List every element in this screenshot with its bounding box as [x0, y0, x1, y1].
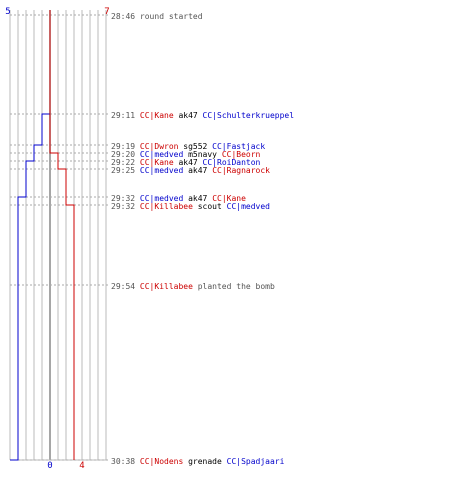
- ct-player-name: CC|Fastjack: [212, 142, 265, 151]
- event-time: 29:11: [111, 111, 135, 120]
- ct-player-name: CC|medved: [140, 150, 184, 159]
- event-time: 29:32: [111, 194, 135, 203]
- weapon-name: ak47: [183, 166, 212, 175]
- event-line: 29:11 CC|Kane ak47 CC|Schulterkrueppel: [111, 111, 294, 120]
- weapon-name: scout: [193, 202, 227, 211]
- event-time: 29:22: [111, 158, 135, 167]
- event-line: 29:32 CC|medved ak47 CC|Kane: [111, 194, 246, 203]
- ct-player-name: CC|medved: [140, 166, 184, 175]
- t-player-name: CC|Dwron: [140, 142, 179, 151]
- t-player-name: CC|Kane: [212, 194, 246, 203]
- event-line: 28:46 round started: [111, 12, 203, 21]
- event-line: 29:20 CC|medved m5navy CC|Beorn: [111, 150, 261, 159]
- weapon-name: sg552: [178, 142, 212, 151]
- t-player-name: CC|Nodens: [140, 457, 184, 466]
- t-alive-line: [49, 10, 75, 460]
- ct-player-name: CC|Spadjaari: [227, 457, 285, 466]
- weapon-name: grenade: [183, 457, 226, 466]
- event-line: 29:22 CC|Kane ak47 CC|RoiDanton: [111, 158, 261, 167]
- t-alive-line-group: [49, 10, 75, 460]
- weapon-name: ak47: [174, 111, 203, 120]
- t-player-name: CC|Ragnarock: [212, 166, 270, 175]
- t-start-count: 7: [104, 7, 109, 17]
- event-line: 29:25 CC|medved ak47 CC|Ragnarock: [111, 166, 270, 175]
- event-time: 30:38: [111, 457, 135, 466]
- weapon-name: ak47: [183, 194, 212, 203]
- ct-player-name: CC|medved: [140, 194, 184, 203]
- event-line: 29:32 CC|Killabee scout CC|medved: [111, 202, 270, 211]
- event-line: 29:54 CC|Killabee planted the bomb: [111, 282, 275, 291]
- event-description: round started: [140, 12, 203, 21]
- event-time: 29:20: [111, 150, 135, 159]
- event-time: 29:19: [111, 142, 135, 151]
- weapon-name: ak47: [174, 158, 203, 167]
- event-time: 29:54: [111, 282, 135, 291]
- event-time: 28:46: [111, 12, 135, 21]
- ct-player-name: CC|medved: [227, 202, 271, 211]
- event-log: 28:46 round started 29:11 CC|Kane ak47 CC…: [111, 12, 294, 466]
- event-guide-lines: [10, 14, 110, 461]
- t-player-name: CC|Beorn: [222, 150, 261, 159]
- event-description: planted the bomb: [193, 282, 275, 291]
- ct-end-count: 0: [47, 461, 52, 471]
- t-player-name: CC|Kane: [140, 158, 174, 167]
- t-player-name: CC|Killabee: [140, 282, 193, 291]
- t-player-name: CC|Kane: [140, 111, 174, 120]
- weapon-name: m5navy: [183, 150, 222, 159]
- player-grid: [9, 10, 107, 461]
- ct-player-name: CC|RoiDanton: [203, 158, 261, 167]
- ct-alive-line: [10, 10, 51, 461]
- ct-alive-line-group: [10, 10, 51, 461]
- event-line: 29:19 CC|Dwron sg552 CC|Fastjack: [111, 142, 265, 151]
- event-time: 29:32: [111, 202, 135, 211]
- ct-player-name: CC|Schulterkrueppel: [203, 111, 295, 120]
- alive-counts: 5 7 0 4: [5, 7, 109, 471]
- t-player-name: CC|Killabee: [140, 202, 193, 211]
- event-line: 30:38 CC|Nodens grenade CC|Spadjaari: [111, 457, 285, 466]
- event-time: 29:25: [111, 166, 135, 175]
- ct-start-count: 5: [5, 7, 10, 17]
- t-end-count: 4: [79, 461, 84, 471]
